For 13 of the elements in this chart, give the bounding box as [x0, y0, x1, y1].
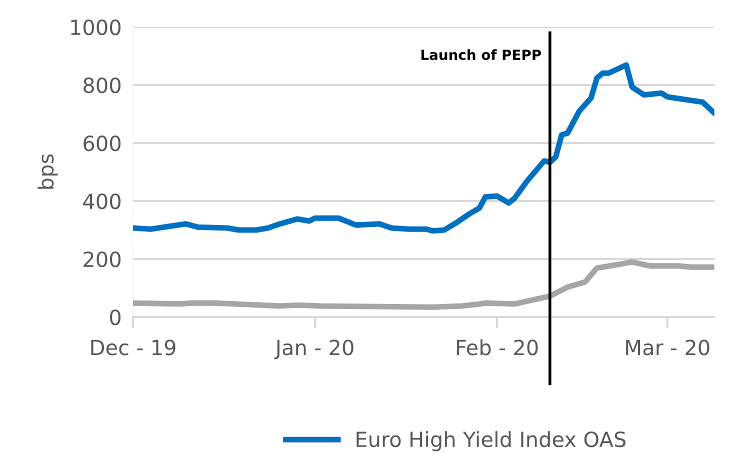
- x-tick-label: Mar - 20: [626, 340, 710, 356]
- y-tick-label: 1000: [71, 19, 121, 36]
- legend-label: Euro High Yield Index OAS: [356, 431, 626, 452]
- x-tick-label: Jan - 20: [274, 340, 354, 360]
- x-tick-label: Feb - 20: [457, 339, 538, 356]
- x-tick-label: Dec - 19: [91, 340, 176, 356]
- y-tick-label: 800: [84, 77, 121, 94]
- y-tick-label: 400: [83, 193, 121, 210]
- y-axis-title: bps: [38, 154, 58, 189]
- y-tick-label: 200: [84, 251, 121, 268]
- ref-line-label: Launch of PEPP: [421, 49, 542, 60]
- y-tick-label: 0: [110, 309, 121, 326]
- y-tick-label: 600: [84, 135, 121, 152]
